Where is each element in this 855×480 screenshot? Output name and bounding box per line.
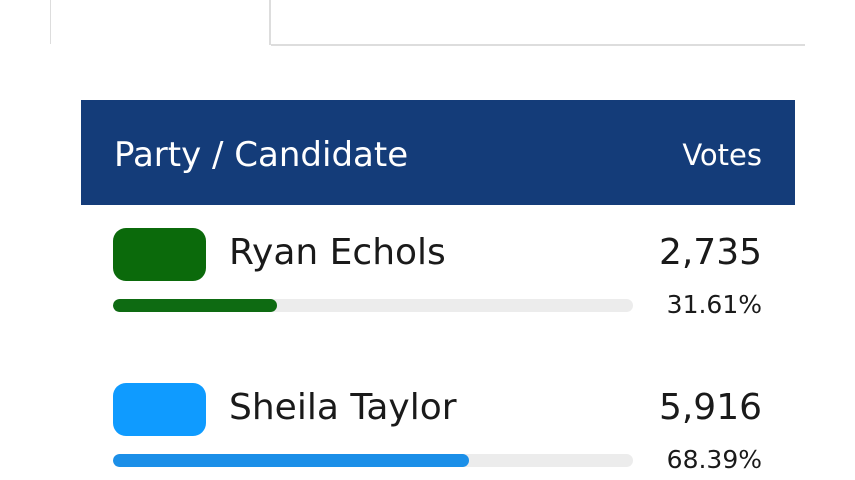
vote-count: 5,916 bbox=[658, 387, 762, 428]
candidate-color bbox=[113, 383, 206, 436]
progress-track bbox=[113, 454, 633, 467]
vote-percent: 68.39% bbox=[666, 445, 762, 474]
tab-left-border bbox=[50, 0, 51, 44]
table-header bbox=[81, 100, 795, 205]
vote-percent: 31.61% bbox=[666, 290, 762, 319]
candidate-color bbox=[113, 228, 206, 281]
vote-count: 2,735 bbox=[658, 232, 762, 273]
candidate-name: Sheila Taylor bbox=[229, 387, 457, 428]
progress-track bbox=[113, 299, 633, 312]
tab-active[interactable] bbox=[51, 0, 271, 45]
header-candidate: Party / Candidate bbox=[114, 135, 409, 175]
candidate-name: Ryan Echols bbox=[229, 232, 446, 273]
tab-inactive[interactable] bbox=[271, 0, 805, 46]
header-votes: Votes bbox=[682, 138, 762, 172]
progress-bar bbox=[113, 299, 278, 312]
progress-bar bbox=[113, 454, 469, 467]
